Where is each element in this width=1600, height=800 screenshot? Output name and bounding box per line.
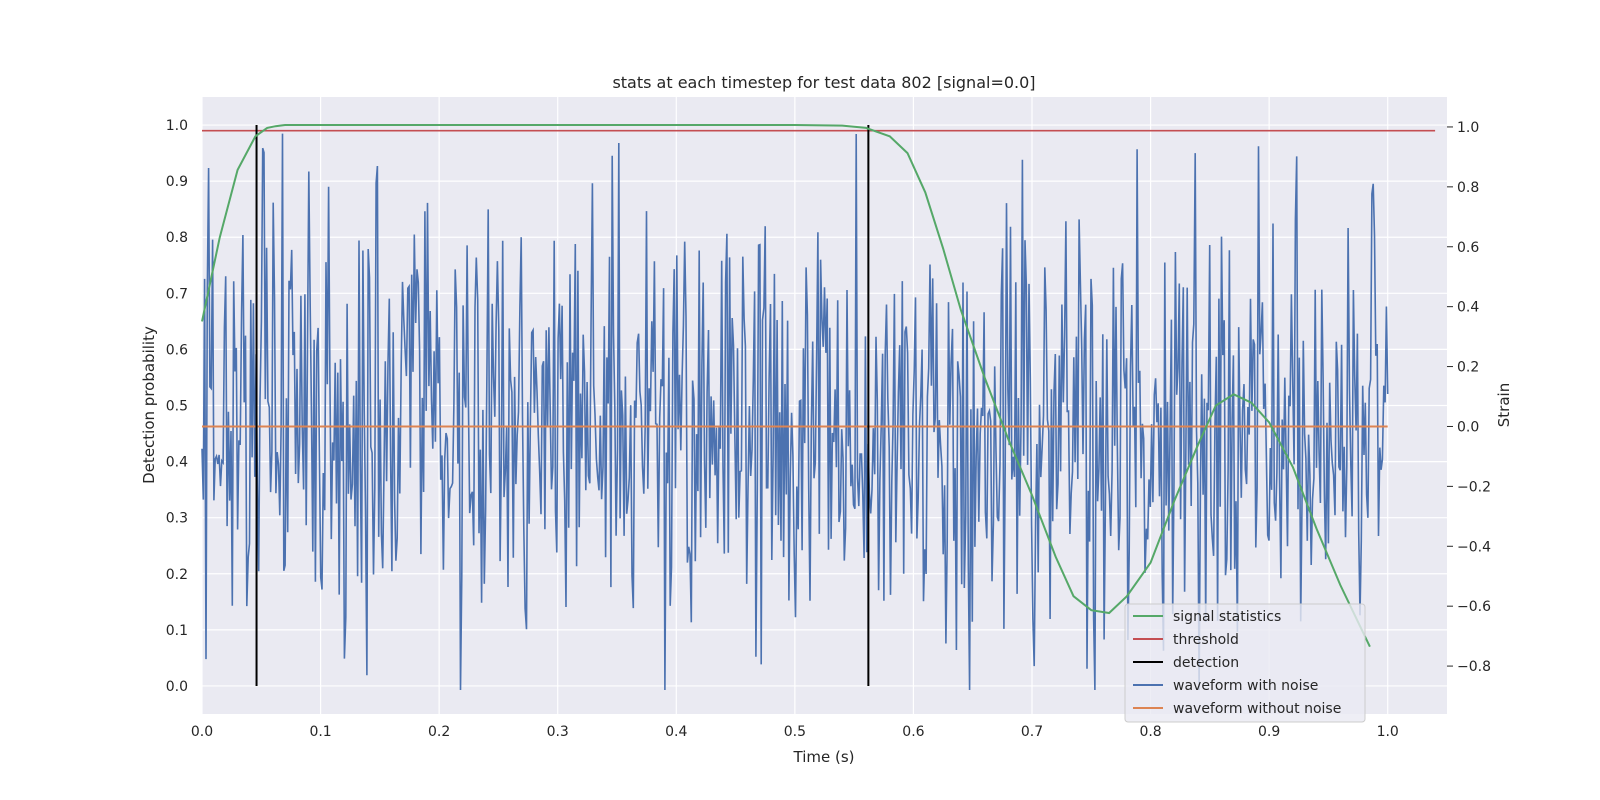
y-axis-right-label: Strain xyxy=(1495,383,1513,427)
y-right-tick-label: 0.2 xyxy=(1457,360,1479,376)
y-right-tick-label: 0.6 xyxy=(1457,240,1479,256)
series-layer xyxy=(201,124,1436,691)
y-right-tick-label: −0.8 xyxy=(1457,659,1491,675)
x-tick-label: 0.6 xyxy=(902,724,924,740)
x-tick-label: 0.5 xyxy=(784,724,806,740)
y-left-tick-label: 0.3 xyxy=(166,511,188,527)
y-right-tick-label: 1.0 xyxy=(1457,120,1479,136)
y-left-tick-label: 0.1 xyxy=(166,623,188,639)
legend-box xyxy=(1124,603,1366,723)
legend-label-waveform-without-noise: waveform without noise xyxy=(1173,701,1341,717)
x-tick-label: 0.8 xyxy=(1139,724,1161,740)
x-tick-label: 0.7 xyxy=(1021,724,1043,740)
y-right-tick-label: 0.4 xyxy=(1457,300,1479,316)
y-left-tick-label: 0.4 xyxy=(166,455,188,471)
chart-title: stats at each timestep for test data 802… xyxy=(612,73,1035,92)
series-signal-statistics xyxy=(201,124,1371,648)
y-left-tick-label: 0.9 xyxy=(166,174,188,190)
y-right-tick-label: −0.6 xyxy=(1457,599,1491,615)
legend-label-waveform-with-noise: waveform with noise xyxy=(1173,678,1318,694)
y-left-tick-label: 0.7 xyxy=(166,286,188,302)
y-left-tick-label: 0.2 xyxy=(166,567,188,583)
legend-label-detection: detection xyxy=(1173,655,1239,671)
x-tick-label: 0.1 xyxy=(309,724,331,740)
series-waveform-with-noise xyxy=(201,133,1389,691)
y-left-tick-label: 0.0 xyxy=(166,679,188,695)
legend-label-signal-statistics: signal statistics xyxy=(1173,609,1281,625)
y-left-tick-label: 0.5 xyxy=(166,399,188,415)
ticks-layer: 0.0 0.1 0.2 0.3 0.4 0.5 0.6 0.7 0.8 0.9 1.0 0.0 0.1 0… xyxy=(166,118,1491,740)
legend-label-threshold: threshold xyxy=(1173,632,1239,648)
x-tick-label: 0.2 xyxy=(428,724,450,740)
legend: signal statistics threshold detection wa… xyxy=(1124,603,1366,723)
x-tick-label: 0.4 xyxy=(665,724,687,740)
x-axis-label: Time (s) xyxy=(793,748,855,766)
x-tick-label: 0.3 xyxy=(547,724,569,740)
y-right-tick-label: 0.8 xyxy=(1457,180,1479,196)
x-tick-label: 1.0 xyxy=(1377,724,1399,740)
y-axis-left-label: Detection probability xyxy=(140,326,158,484)
y-left-tick-label: 0.6 xyxy=(166,342,188,358)
y-left-tick-label: 0.8 xyxy=(166,230,188,246)
y-right-tick-label: −0.2 xyxy=(1457,479,1491,495)
y-left-tick-label: 1.0 xyxy=(166,118,188,134)
x-tick-label: 0.9 xyxy=(1258,724,1280,740)
y-right-tick-label: −0.4 xyxy=(1457,539,1491,555)
y-right-tick-label: 0.0 xyxy=(1457,419,1479,435)
x-tick-label: 0.0 xyxy=(191,724,213,740)
